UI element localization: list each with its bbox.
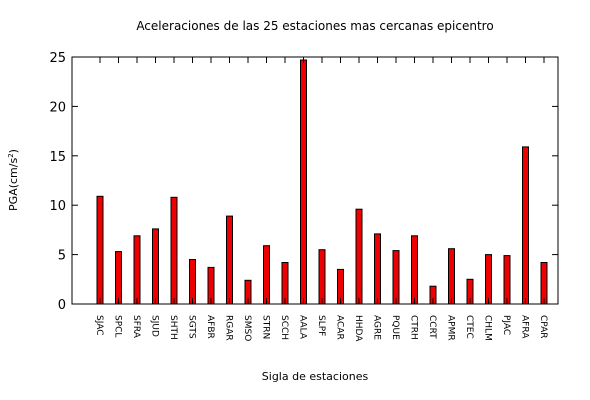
bars-group — [96, 59, 548, 305]
x-tick-label: SPCL — [113, 315, 123, 337]
bar-sjac — [96, 195, 104, 305]
bar-cpar — [540, 262, 548, 305]
x-tick-label: SCCH — [279, 315, 289, 340]
bar-afra — [522, 146, 529, 305]
x-tick-label: CTRH — [409, 315, 419, 340]
y-axis-label-superscript: 2 — [7, 153, 15, 157]
bar-pque — [392, 250, 400, 305]
bar-sfra — [133, 235, 141, 305]
bar-agre — [374, 233, 381, 305]
y-tick-label: 5 — [58, 249, 66, 264]
x-tick-label: APMR — [446, 315, 456, 341]
bar-apmr — [448, 248, 455, 305]
y-tick-label: 0 — [58, 298, 66, 313]
y-tick-label: 10 — [49, 199, 66, 214]
bar-rgar — [226, 215, 233, 305]
x-tick-label: SHTH — [168, 315, 178, 340]
x-tick-label: CTEC — [464, 315, 474, 339]
y-axis-label-main: PGA(cm/s — [7, 158, 20, 211]
bar-chlm — [485, 254, 492, 305]
x-tick-label: SMSO — [242, 315, 252, 341]
x-axis: SJAC SPCL SFRA SJUD SHTH SGTS AFBR RGAR SMSO STRN… — [94, 57, 548, 342]
x-tick-label: PQUE — [390, 315, 400, 340]
x-tick-label: SJUD — [150, 315, 160, 337]
x-tick-label: ACAR — [335, 315, 345, 340]
bar-strn — [263, 245, 270, 305]
bar-hhda — [355, 208, 363, 305]
x-tick-label: AALA — [298, 315, 308, 340]
y-tick-label: 20 — [49, 100, 66, 115]
x-tick-label: RGAR — [224, 315, 234, 341]
x-tick-label: CHLM — [483, 315, 493, 341]
y-tick-label: 15 — [49, 150, 66, 165]
bar-sjud — [152, 228, 159, 305]
bar-shth — [170, 196, 178, 305]
x-tick-label: AGRE — [372, 315, 382, 340]
x-tick-label: SFRA — [131, 315, 141, 339]
bar-ctrh — [411, 235, 418, 305]
x-tick-label: AFBR — [205, 315, 215, 339]
chart-title: Aceleraciones de las 25 estaciones mas c… — [136, 19, 493, 33]
bar-sgts — [189, 259, 196, 305]
x-tick-label: SJAC — [94, 315, 104, 336]
y-axis: 0 5 10 15 20 25 — [49, 51, 558, 313]
y-tick-label: 25 — [49, 51, 66, 66]
bar-scch — [281, 262, 289, 305]
y-axis-label: PGA(cm/s2) — [7, 149, 20, 211]
x-tick-label: SGTS — [187, 315, 197, 339]
x-tick-label: AFRA — [520, 315, 530, 339]
x-tick-label: HHDA — [353, 315, 363, 342]
bar-pjac — [503, 255, 511, 305]
x-tick-label: PJAC — [501, 315, 511, 335]
plot-frame — [71, 56, 559, 305]
x-tick-label: CPAR — [538, 315, 548, 339]
x-tick-label: SLPF — [316, 315, 326, 336]
x-tick-label: CCRT — [427, 315, 437, 339]
bar-spcl — [115, 251, 122, 305]
x-tick-label: STRN — [261, 315, 271, 339]
x-axis-label: Sigla de estaciones — [262, 370, 369, 383]
y-axis-label-close: ) — [7, 149, 20, 153]
bar-slpf — [318, 249, 326, 305]
bar-aala — [300, 59, 307, 305]
